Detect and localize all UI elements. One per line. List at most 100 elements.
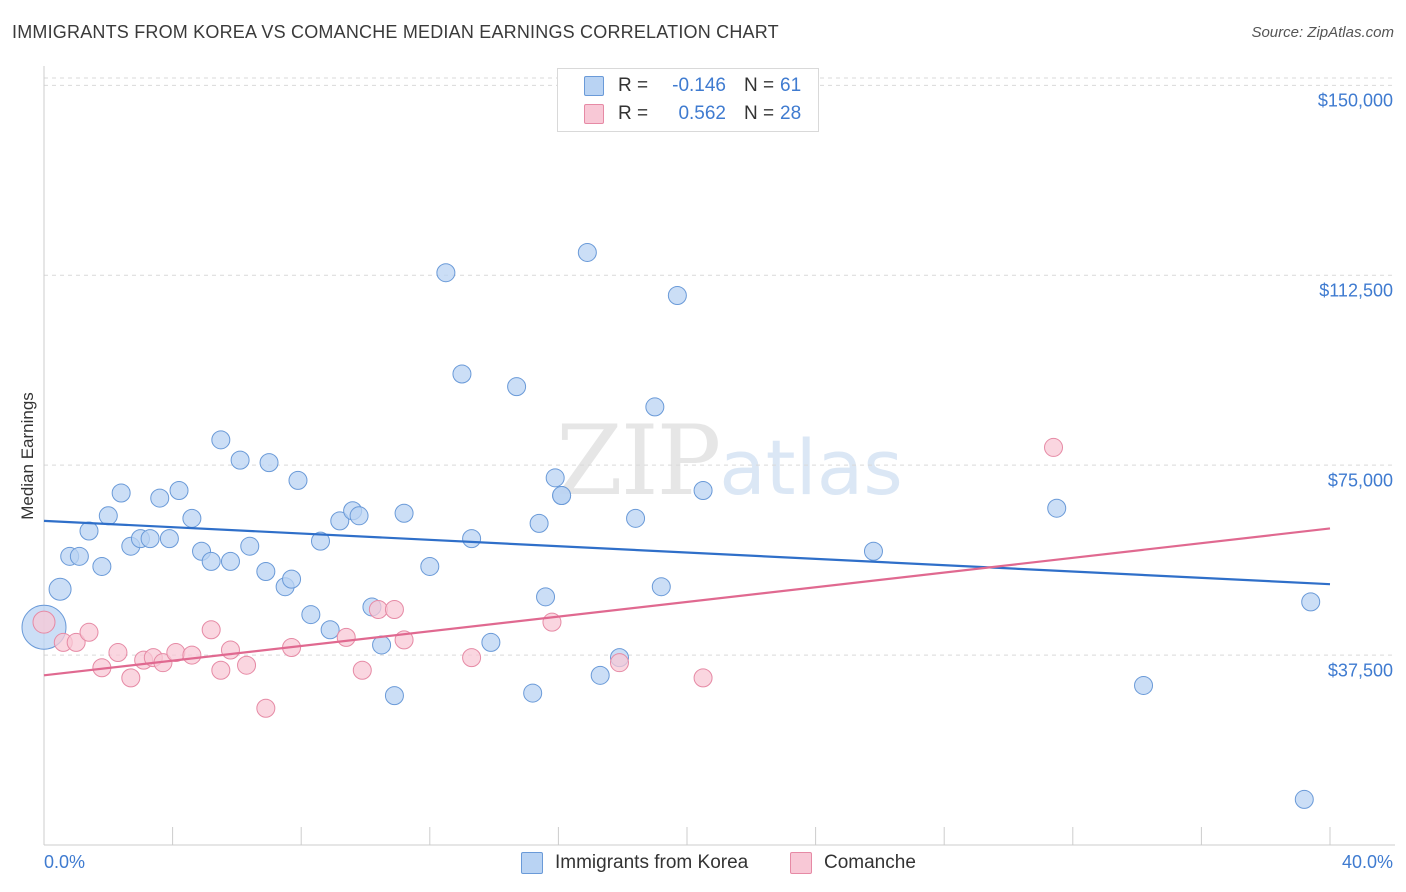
point-korea [282, 569, 302, 589]
point-comanche [79, 622, 99, 642]
x-tick-label-max: 40.0% [1341, 852, 1393, 872]
point-comanche [211, 660, 231, 680]
point-korea [240, 536, 260, 556]
point-comanche [336, 627, 356, 647]
point-korea [98, 506, 118, 526]
point-korea [256, 562, 276, 582]
legend-label-comanche: Comanche [824, 852, 916, 873]
point-korea [529, 513, 549, 533]
point-korea [462, 529, 482, 549]
correlation-legend: R = -0.146 N = 61 R = 0.562 N = 28 [557, 68, 819, 132]
point-korea [320, 620, 340, 640]
source-label: Source: ZipAtlas.com [1251, 24, 1394, 41]
legend-row-korea: R = -0.146 N = 61 [584, 73, 801, 99]
watermark: ZIPatlas [556, 405, 903, 517]
point-korea [552, 486, 572, 506]
point-korea [169, 480, 189, 500]
point-korea [507, 377, 527, 397]
point-comanche [108, 643, 128, 663]
point-comanche [201, 620, 221, 640]
point-korea [590, 665, 610, 685]
point-korea [92, 556, 112, 576]
point-comanche [368, 600, 388, 619]
point-korea [1301, 592, 1321, 612]
point-korea [651, 577, 671, 597]
point-korea [230, 450, 250, 470]
point-korea [301, 605, 321, 625]
y-tick-label: $112,500 [1319, 280, 1393, 301]
legend-n-label: N = [744, 103, 775, 124]
y-tick-label: $150,000 [1317, 90, 1393, 111]
legend-r-label: R = [618, 75, 649, 96]
series-legend: Immigrants from Korea Comanche [0, 852, 1406, 876]
legend-row-comanche: R = 0.562 N = 28 [584, 101, 801, 127]
legend-r-value: 0.562 [678, 103, 726, 124]
point-comanche [352, 660, 372, 680]
trend-line-korea [43, 519, 1331, 586]
point-korea [150, 488, 170, 508]
point-comanche [1044, 437, 1064, 457]
point-korea [48, 577, 72, 601]
point-comanche [384, 600, 404, 619]
point-korea [211, 430, 231, 450]
x-tick-label-min: 0.0% [44, 852, 86, 872]
point-korea [693, 480, 713, 500]
point-korea [220, 551, 240, 571]
legend-item-comanche: Comanche [790, 852, 916, 874]
legend-n-label: N = [744, 75, 775, 96]
watermark-zip: ZIP [556, 405, 721, 517]
trend-line-comanche [43, 527, 1331, 677]
point-korea [330, 511, 350, 531]
point-korea [159, 529, 179, 549]
watermark-atlas: atlas [719, 423, 903, 512]
point-korea [436, 263, 456, 283]
grid-lines [44, 77, 1395, 656]
point-comanche [256, 698, 276, 718]
point-comanche [32, 610, 56, 634]
point-comanche [609, 653, 629, 673]
point-korea [79, 521, 99, 541]
point-korea [863, 541, 883, 561]
point-korea [288, 470, 308, 490]
point-korea [201, 551, 221, 571]
axes [43, 66, 1395, 846]
point-korea [667, 286, 687, 305]
series-korea-points [21, 242, 1321, 809]
point-korea [394, 503, 414, 523]
point-korea [349, 506, 369, 526]
point-korea [577, 242, 597, 262]
point-korea [372, 635, 392, 655]
point-korea [1047, 498, 1067, 518]
legend-r-label: R = [618, 103, 649, 124]
point-korea [310, 531, 330, 551]
legend-n-value: 28 [780, 103, 802, 124]
legend-n-value: 61 [780, 75, 802, 96]
point-korea [259, 453, 279, 473]
legend-swatch-comanche [790, 852, 812, 874]
trend-lines [43, 519, 1331, 677]
point-comanche [220, 640, 240, 660]
point-comanche [693, 668, 713, 688]
point-comanche [237, 655, 257, 675]
legend-r-value: -0.146 [672, 75, 726, 96]
point-comanche [66, 632, 86, 652]
point-korea [626, 508, 646, 528]
point-comanche [182, 645, 202, 665]
point-korea [523, 683, 543, 703]
legend-swatch-korea [584, 76, 604, 96]
point-korea [420, 556, 440, 576]
point-korea [452, 364, 472, 384]
point-comanche [462, 648, 482, 668]
legend-swatch-comanche [584, 104, 604, 124]
series-comanche-points [32, 437, 1064, 718]
legend-label-korea: Immigrants from Korea [555, 852, 749, 873]
point-comanche [121, 668, 141, 688]
legend-swatch-korea [521, 852, 543, 874]
point-korea [545, 468, 565, 488]
point-korea [384, 686, 404, 706]
point-korea [536, 587, 556, 607]
point-korea [111, 483, 131, 503]
y-tick-label: $37,500 [1327, 660, 1393, 681]
point-korea [140, 529, 160, 549]
